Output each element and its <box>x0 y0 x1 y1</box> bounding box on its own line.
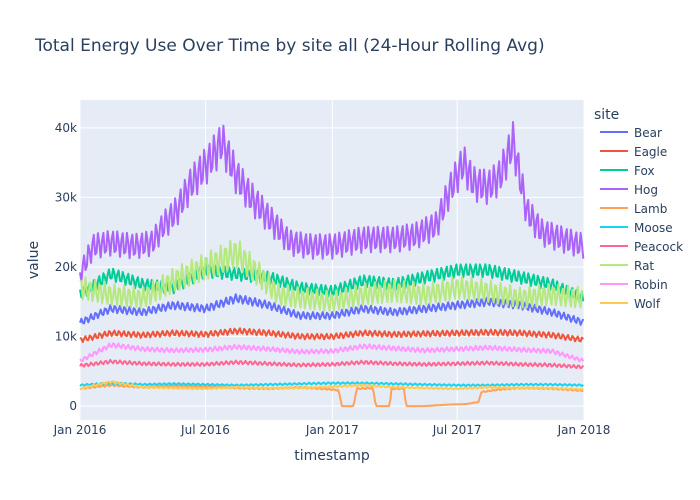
series-line-peacock <box>79 358 585 370</box>
series-line-rat <box>79 239 584 312</box>
plot-series <box>79 121 585 408</box>
y-axis-title: value <box>26 241 42 279</box>
legend-item-hog[interactable]: Hog <box>600 183 658 197</box>
legend-item-robin[interactable]: Robin <box>600 278 668 292</box>
series-line-hog <box>79 121 585 283</box>
x-axis-ticks: Jan 2016 Jul 2016 Jan 2017 Jul 2017 Jan 2018 <box>53 423 611 437</box>
series-line-robin <box>79 342 585 363</box>
x-tick-label: Jul 2016 <box>180 423 230 437</box>
legend-label: Peacock <box>634 240 683 254</box>
legend-label: Fox <box>634 164 655 178</box>
series-line-eagle <box>79 327 585 343</box>
legend-item-moose[interactable]: Moose <box>600 221 673 235</box>
legend-item-bear[interactable]: Bear <box>600 126 662 140</box>
series-line-bear <box>79 293 585 326</box>
x-tick-label: Jul 2017 <box>432 423 482 437</box>
legend-label: Rat <box>634 259 654 273</box>
x-tick-label: Jan 2017 <box>305 423 359 437</box>
legend-item-peacock[interactable]: Peacock <box>600 240 683 254</box>
legend-label: Robin <box>634 278 668 292</box>
legend-label: Moose <box>634 221 673 235</box>
chart-title: Total Energy Use Over Time by site all (… <box>34 36 545 56</box>
y-tick-label: 0 <box>69 399 77 413</box>
x-tick-label: Jan 2016 <box>53 423 107 437</box>
x-axis-title: timestamp <box>294 448 370 464</box>
legend-label: Bear <box>634 126 662 140</box>
legend-label: Hog <box>634 183 658 197</box>
legend[interactable]: Bear Eagle Fox Hog Lamb Moose Peacock Rat Robin W… <box>600 126 683 311</box>
legend-item-fox[interactable]: Fox <box>600 164 655 178</box>
series-line-moose <box>79 381 584 387</box>
y-tick-label: 20k <box>55 260 77 274</box>
y-tick-label: 40k <box>55 121 77 135</box>
legend-label: Lamb <box>634 202 667 216</box>
y-tick-label: 10k <box>55 330 77 344</box>
y-tick-label: 30k <box>55 190 77 204</box>
y-axis-ticks: 0 10k 20k 30k 40k <box>55 121 77 413</box>
legend-title: site <box>594 107 619 123</box>
legend-item-eagle[interactable]: Eagle <box>600 145 667 159</box>
legend-item-lamb[interactable]: Lamb <box>600 202 667 216</box>
legend-item-rat[interactable]: Rat <box>600 259 654 273</box>
x-tick-label: Jan 2018 <box>557 423 611 437</box>
legend-item-wolf[interactable]: Wolf <box>600 297 661 311</box>
legend-label: Eagle <box>634 145 667 159</box>
series-line-wolf <box>79 380 584 391</box>
legend-label: Wolf <box>634 297 661 311</box>
series-line-lamb <box>79 383 584 408</box>
